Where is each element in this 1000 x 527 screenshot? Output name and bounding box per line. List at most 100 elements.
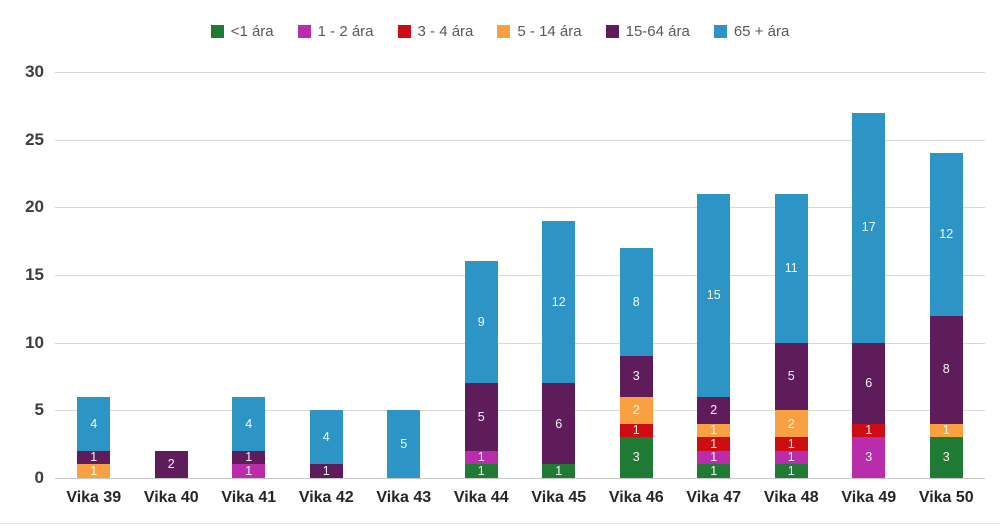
gridline <box>55 275 985 276</box>
bar-segment: 12 <box>929 153 963 316</box>
bar-segment: 1 <box>929 423 963 438</box>
legend-swatch-icon <box>297 25 311 38</box>
bar-segment: 8 <box>929 315 963 424</box>
bar-segment: 3 <box>852 437 886 478</box>
x-axis-label: Vika 45 <box>531 489 587 506</box>
bar-segment-value: 1 <box>942 423 950 438</box>
bar-stack: 3 1 2 3 8 <box>619 247 653 478</box>
bar-segment: 2 <box>154 450 188 478</box>
bar-segment-value: 11 <box>784 261 798 275</box>
bar-segment-value: 17 <box>861 220 876 235</box>
bar-segment: 6 <box>542 383 576 465</box>
gridline <box>55 207 985 209</box>
bar-segment-value: 3 <box>942 450 950 465</box>
bar-segment: 3 <box>619 356 653 397</box>
y-axis-label: 15 <box>25 265 44 284</box>
plot-area: 1 1 4 2 1 1 4 1 4 5 1 1 5 9 1 6 12 3 1 2 3 8 1 1 1 1 2 15 1 1 1 2 5 11 3 1 6… <box>55 72 986 479</box>
bar-segment-value: 8 <box>632 294 640 309</box>
x-axis-label: Vika 40 <box>143 489 199 506</box>
bar-stack: 2 <box>154 450 188 478</box>
x-axis-label: Vika 49 <box>841 489 897 506</box>
bar-segment: 12 <box>542 220 576 384</box>
bar-segment: 1 <box>464 450 498 465</box>
bar-slot: 5 <box>365 72 443 478</box>
bar-segment: 1 <box>697 450 731 465</box>
bar-segment-value: 1 <box>477 463 485 478</box>
bar-segment: 5 <box>387 410 421 478</box>
legend-item: 5 - 14 ára <box>497 23 582 40</box>
y-axis-label: 20 <box>25 197 44 217</box>
bar-segment-value: 5 <box>400 436 408 451</box>
bar-segment: 1 <box>852 423 886 438</box>
bar-segment: 3 <box>929 437 963 478</box>
bar-segment: 2 <box>697 396 731 424</box>
bar-segment: 1 <box>232 450 266 465</box>
bar-slot: 3 1 8 12 <box>908 72 986 478</box>
legend-swatch-icon <box>605 25 619 38</box>
bar-segment-value: 2 <box>167 457 175 472</box>
bar-segment-value: 1 <box>787 450 795 465</box>
bar-segment: 5 <box>774 342 808 411</box>
bar-segment-value: 5 <box>787 369 795 384</box>
x-axis-label: Vika 39 <box>66 489 122 506</box>
bar-slot: 1 6 12 <box>520 72 598 478</box>
bar-segment: 3 <box>619 437 653 478</box>
bar-segment-value: 1 <box>90 450 98 465</box>
x-axis-label: Vika 50 <box>918 489 974 506</box>
bar-segment-value: 5 <box>477 409 485 424</box>
y-axis-label: 30 <box>25 62 44 81</box>
bar-segment-value: 1 <box>555 463 563 478</box>
legend-label: 5 - 14 ára <box>517 23 582 40</box>
bar-segment: 9 <box>464 261 498 384</box>
bar-segment: 4 <box>77 396 111 451</box>
bar-segment-value: 1 <box>710 436 718 451</box>
bottom-edge-divider <box>0 523 1000 524</box>
legend-label: 15-64 ára <box>625 23 690 40</box>
bar-segment-value: 6 <box>555 416 563 431</box>
bar-segment: 1 <box>464 463 498 478</box>
bar-slot: 1 1 1 1 2 15 <box>675 72 753 478</box>
x-axis-label: Vika 46 <box>608 489 664 506</box>
legend-label: 3 - 4 ára <box>417 23 474 40</box>
y-axis-label: 10 <box>25 332 44 352</box>
bar-segment-value: 15 <box>706 288 721 303</box>
legend-swatch-icon <box>713 25 727 38</box>
y-axis-label: 25 <box>25 129 44 149</box>
legend-item: 65 + ára <box>713 23 790 40</box>
bar-segment: 1 <box>774 437 808 451</box>
bar-stack: 3 1 8 12 <box>929 153 963 478</box>
bar-segment: 1 <box>774 463 808 478</box>
bar-segment: 5 <box>464 383 498 451</box>
bar-segment: 1 <box>774 450 808 465</box>
bar-segment-value: 4 <box>322 430 330 445</box>
legend-item: 1 - 2 ára <box>297 23 374 40</box>
bar-segment: 1 <box>232 464 266 478</box>
legend-swatch-icon <box>497 25 511 38</box>
x-axis-label: Vika 43 <box>376 489 432 506</box>
legend-item: <1 ára <box>210 23 274 40</box>
bar-segment-value: 9 <box>477 315 485 330</box>
bar-slot: 2 <box>133 72 211 478</box>
bar-segment-value: 12 <box>939 227 954 242</box>
legend-label: <1 ára <box>230 23 274 40</box>
bar-stack: 1 1 1 2 5 11 <box>774 193 808 478</box>
bar-segment: 2 <box>619 396 653 424</box>
x-axis-label: Vika 41 <box>221 489 277 506</box>
bar-segment: 1 <box>697 436 731 451</box>
bar-segment-value: 1 <box>865 423 873 438</box>
bar-segment-value: 8 <box>942 362 950 377</box>
bar-segment: 1 <box>697 464 731 478</box>
bar-segment-value: 1 <box>787 463 795 478</box>
bar-segment-value: 1 <box>90 463 98 478</box>
bar-segment-value: 6 <box>865 376 873 391</box>
legend-label: 65 + ára <box>733 23 790 40</box>
bar-stack: 3 1 6 17 <box>852 112 886 478</box>
bar-segment-value: 1 <box>245 450 253 465</box>
bar-segment-value: 3 <box>865 450 873 465</box>
bar-slot: 1 1 1 2 5 11 <box>753 72 831 478</box>
